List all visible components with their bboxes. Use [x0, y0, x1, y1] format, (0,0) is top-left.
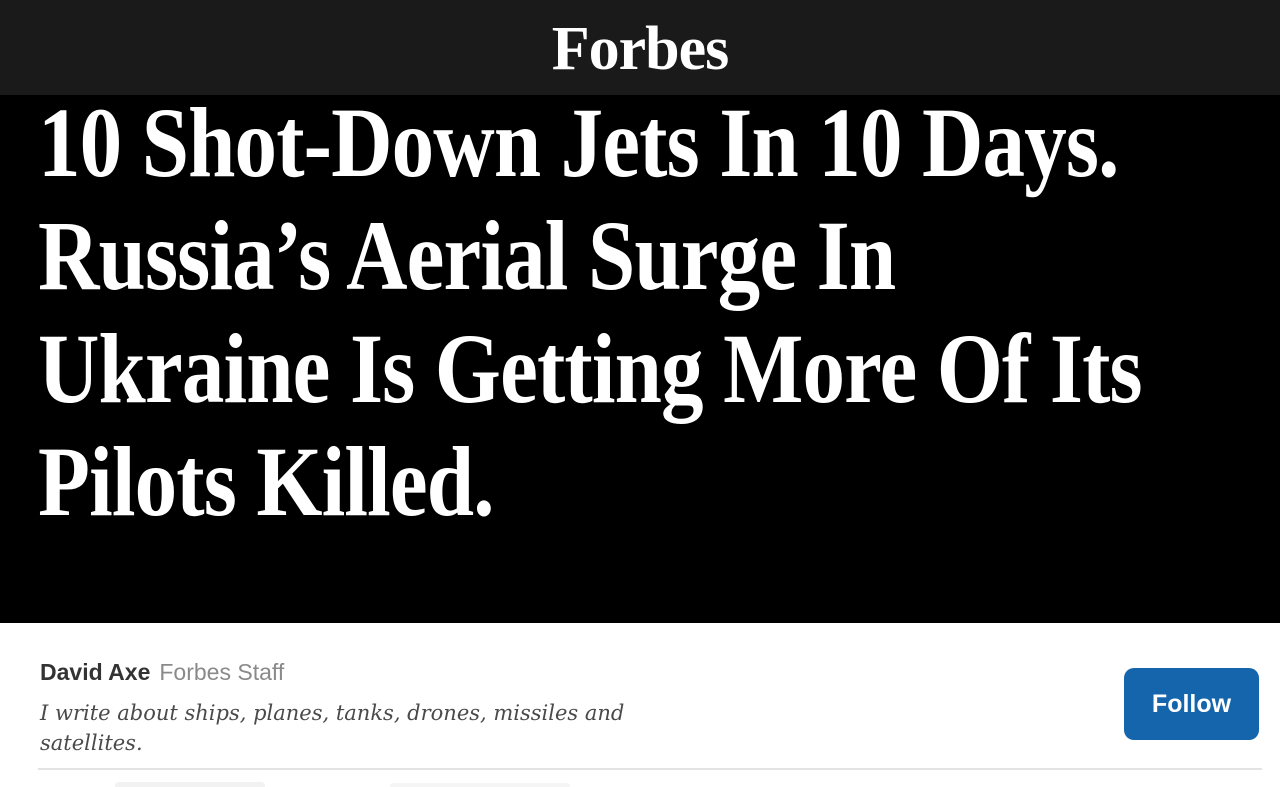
section-divider [38, 768, 1262, 770]
author-role-label: Forbes Staff [159, 659, 285, 685]
site-header: Forbes [0, 0, 1280, 95]
article-headline: 10 Shot-Down Jets In 10 Days. Russia’s A… [38, 95, 1143, 537]
author-name-link[interactable]: David Axe [40, 659, 151, 685]
cutoff-element-left [115, 782, 265, 787]
author-bio: I write about ships, planes, tanks, dron… [40, 701, 625, 755]
cutoff-element-right [390, 783, 570, 787]
follow-button[interactable]: Follow [1124, 668, 1259, 740]
forbes-logo[interactable]: Forbes [551, 14, 730, 83]
byline: David Axe Forbes Staff [40, 659, 284, 687]
author-section: David Axe Forbes Staff I write about ship… [0, 623, 1280, 787]
hero-section: 10 Shot-Down Jets In 10 Days. Russia’s A… [0, 95, 1280, 623]
